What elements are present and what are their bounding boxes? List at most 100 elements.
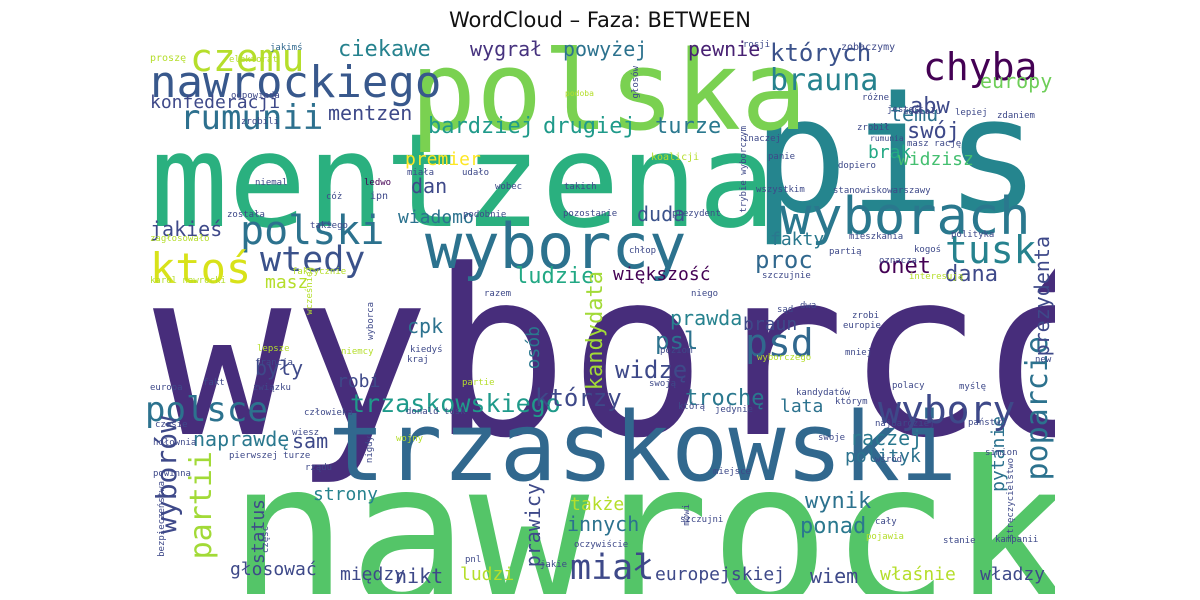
word-psd: psd [745, 321, 814, 365]
word-prawicy: prawicy [521, 483, 545, 568]
word-chłop: chłop [629, 246, 657, 256]
word-niego: niego [691, 289, 719, 299]
word-została: została [227, 210, 265, 220]
word-wyborca: wyborca [366, 302, 376, 340]
word-osób: osób [523, 326, 544, 370]
word-wyborców: wyborców [153, 222, 1055, 489]
word-kraj: kraj [407, 355, 429, 365]
word-oczywiście: oczywiście [574, 540, 629, 550]
word-ledwo: ledwo [364, 178, 392, 188]
word-stanowiskowarszawy: stanowiskowarszawy [833, 186, 931, 196]
word-różne: różne [862, 93, 890, 103]
word-fakty: fakty [770, 229, 825, 250]
word-abw: abw [910, 94, 950, 119]
word-kandydatów: kandydatów [796, 388, 851, 398]
word-prezydent: prezydent [672, 209, 721, 219]
word-francja: francja [255, 358, 293, 368]
word-faktycznie: faktycznie [292, 267, 347, 277]
word-swoje: swoje [818, 433, 846, 443]
word-powinna: powinna [153, 469, 191, 479]
word-władzy: władzy [980, 564, 1046, 585]
word-odpowiada: odpowiada [231, 91, 280, 101]
word-fakt: fakt [203, 378, 225, 388]
word-innych: innych [567, 512, 640, 536]
word-temu: temu [890, 102, 939, 126]
word-dopiero: dopiero [838, 161, 876, 171]
word-polityk: polityk [845, 446, 921, 467]
word-onet: onet [878, 254, 931, 279]
word-nigdy: nigdy [365, 436, 375, 464]
word-takiego: takiego [310, 221, 348, 231]
word-dwa: dwa [800, 301, 817, 311]
word-najbardziej: najbardziej [875, 419, 935, 429]
word-widzisz: widzisz [898, 149, 974, 170]
word-którą: którą [678, 402, 706, 412]
word-rumunii: rumunii [180, 98, 324, 138]
word-zrobił: zrobił [857, 123, 890, 133]
word-rządu: rządu [305, 463, 333, 473]
word-cały: cały [875, 517, 897, 527]
word-wcześniej: wcześniej [305, 266, 315, 315]
word-proszę: proszę [150, 53, 187, 64]
word-masz: masz [265, 272, 309, 293]
word-mieszkania: mieszkania [849, 232, 904, 242]
word-partii: partii [184, 451, 219, 560]
word-masz-rację: masz rację [907, 139, 962, 149]
word-pnl: pnl [465, 555, 482, 565]
word-jakieś: jakieś [150, 217, 223, 241]
word-zrobi: zrobi [852, 311, 880, 321]
word-europejskiej: europejskiej [655, 564, 786, 585]
word-partią: partią [829, 247, 862, 257]
word-elektorat: elektorat [229, 55, 278, 65]
word-wygrał: wygrał [470, 37, 543, 61]
word-polacy: polacy [892, 381, 925, 391]
word-miała: miała [407, 168, 435, 178]
word-szczujnie: szczujnie [762, 271, 811, 281]
word-wyborach: wyborach [780, 187, 1031, 247]
word-były: były [255, 356, 304, 380]
word-także: także [570, 494, 625, 515]
word-wtedy: wtedy [260, 240, 366, 280]
word-mentzen: mentzen [328, 101, 413, 125]
word-lepiej: lepiej [955, 108, 988, 118]
word-pis: pis [752, 62, 1041, 249]
word-jakimś: jakimś [270, 43, 303, 53]
word-proc: proc [755, 246, 813, 274]
word-brak: brak [868, 142, 912, 163]
word-widzę: widzę [615, 356, 688, 384]
word-rosji: rosji [743, 40, 771, 50]
word-stręczycielstwo: stręczycielstwo [1006, 458, 1016, 540]
word-inaczej: inaczej [743, 134, 781, 144]
word-cóż: cóż [326, 192, 343, 202]
word-lata: lata [780, 396, 824, 417]
word-rumunia: rumunia [870, 134, 904, 143]
word-pewnie: pewnie [688, 37, 761, 61]
word-kiedyś: kiedyś [410, 345, 443, 355]
word-panie: panie [768, 152, 796, 162]
word-karol-nawrocki: karol nawrocki [150, 276, 226, 286]
word-pierwszej-turze: pierwszej turze [229, 451, 311, 461]
word-partie: partie [462, 378, 495, 388]
word-wszystkim: wszystkim [756, 185, 805, 195]
word-new: new [1035, 355, 1052, 365]
word-europie: europie [843, 321, 881, 331]
word-poziom: poziom [660, 346, 693, 356]
word-donald-tusk: donald tusk [406, 407, 466, 417]
word-takich: takich [564, 182, 597, 192]
word-chyba: chyba [923, 45, 1038, 89]
word-ponad: ponad [800, 514, 867, 539]
word-nawrocki: nawrocki [228, 419, 1055, 595]
word-człowieka: człowieka [304, 408, 353, 418]
word-dana: dana [945, 262, 998, 287]
word-ktoś: ktoś [150, 244, 252, 293]
word-sam: sam [292, 429, 329, 453]
word-myślę: myślę [959, 382, 987, 392]
word-podoba: podoba [565, 89, 594, 98]
word-premier: premier [405, 149, 481, 170]
word-cpk: cpk [407, 314, 444, 338]
word-wyborczego: wyborczego [757, 353, 812, 363]
word-polsce: polsce [145, 390, 268, 430]
word-nikt: nikt [395, 564, 444, 588]
word-koalicji: koalicji [651, 152, 700, 163]
